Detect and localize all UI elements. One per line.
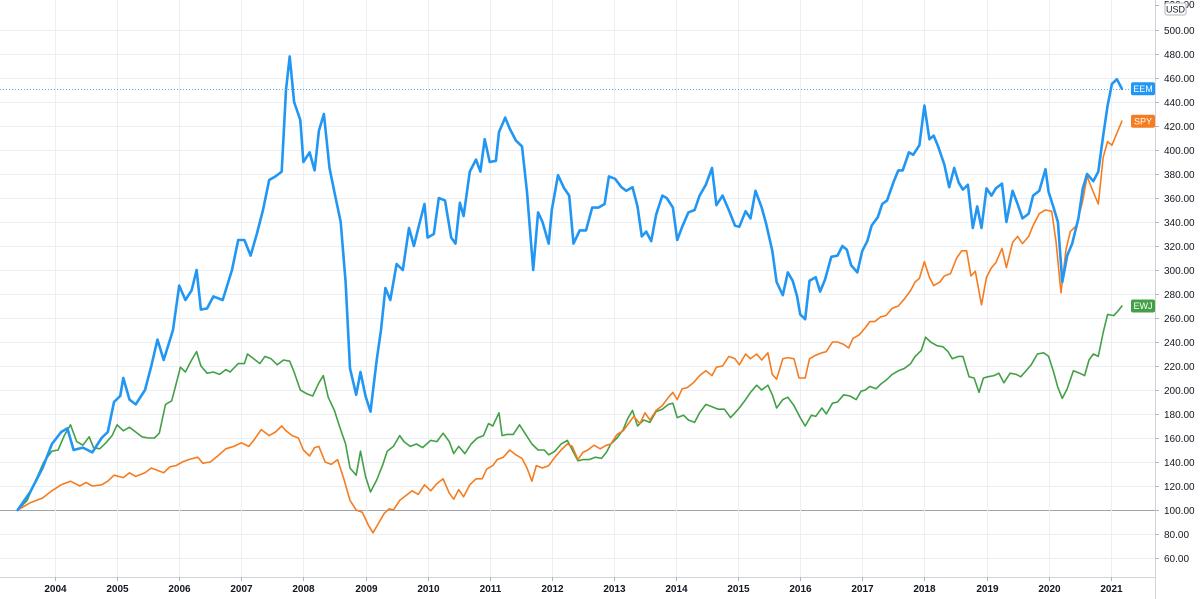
y-tick-label: 160.00 (1164, 434, 1195, 445)
y-tick-label: 120.00 (1164, 482, 1195, 493)
badge-ewj[interactable] (1131, 299, 1155, 313)
x-tick-label: 2006 (168, 584, 191, 595)
y-tick-label: 440.00 (1164, 98, 1195, 109)
x-tick-label: 2019 (976, 584, 999, 595)
y-tick-label: 460.00 (1164, 74, 1195, 85)
x-tick-label: 2016 (789, 584, 812, 595)
x-tick-label: 2020 (1038, 584, 1061, 595)
y-tick-label: 140.00 (1164, 458, 1195, 469)
y-tick-label: 380.00 (1164, 170, 1195, 181)
y-tick-label: 80.00 (1164, 530, 1189, 541)
x-tick-label: 2012 (541, 584, 564, 595)
x-axis[interactable]: 2004 2005 2006 2007 2008 2009 2010 2011 2012 2013… (44, 577, 1123, 595)
y-tick-label: 100.00 (1164, 506, 1195, 517)
badge-label-spy: SPY (1134, 116, 1152, 126)
x-tick-label: 2004 (44, 584, 67, 595)
grid-lines (0, 0, 1155, 577)
x-tick-label: 2018 (913, 584, 936, 595)
y-tick-label: 480.00 (1164, 50, 1195, 61)
y-tick-label: 60.00 (1164, 554, 1189, 565)
y-tick-label: 240.00 (1164, 338, 1195, 349)
y-tick-label: 400.00 (1164, 146, 1195, 157)
last-value-badges: EEM SPY EWJ (1131, 82, 1155, 313)
x-tick-label: 2007 (230, 584, 253, 595)
currency-label: USD (1166, 5, 1186, 15)
y-tick-label: 340.00 (1164, 218, 1195, 229)
currency-badge[interactable]: USD (1164, 2, 1187, 16)
badge-label-eem: EEM (1133, 84, 1153, 94)
y-tick-label: 200.00 (1164, 386, 1195, 397)
x-tick-label: 2013 (603, 584, 626, 595)
y-tick-label: 300.00 (1164, 266, 1195, 277)
series-line-eem[interactable] (16, 55, 1124, 512)
y-tick-label: 260.00 (1164, 314, 1195, 325)
series-line-spy[interactable] (16, 120, 1123, 534)
x-tick-label: 2008 (292, 584, 315, 595)
series-layer (0, 55, 1155, 534)
badge-eem[interactable] (1131, 82, 1155, 96)
x-tick-label: 2009 (355, 584, 378, 595)
y-tick-label: 180.00 (1164, 410, 1195, 421)
badge-spy[interactable] (1131, 114, 1155, 128)
x-tick-label: 2014 (665, 584, 688, 595)
y-tick-label: 420.00 (1164, 122, 1195, 133)
y-tick-label: 360.00 (1164, 194, 1195, 205)
x-tick-label: 2021 (1100, 584, 1123, 595)
x-tick-label: 2005 (106, 584, 129, 595)
x-tick-label: 2015 (727, 584, 750, 595)
x-tick-label: 2011 (480, 584, 502, 595)
y-tick-label: 500.00 (1164, 26, 1195, 37)
y-tick-label: 220.00 (1164, 362, 1195, 373)
x-tick-label: 2017 (851, 584, 874, 595)
y-tick-label: 280.00 (1164, 290, 1195, 301)
y-tick-label: 320.00 (1164, 242, 1195, 253)
y-axis[interactable]: 520.00 60.0080.00100.00120.00140.00160.0… (1155, 0, 1195, 565)
x-tick-label: 2010 (417, 584, 440, 595)
badge-label-ewj: EWJ (1134, 301, 1153, 311)
series-line-ewj[interactable] (16, 305, 1123, 511)
